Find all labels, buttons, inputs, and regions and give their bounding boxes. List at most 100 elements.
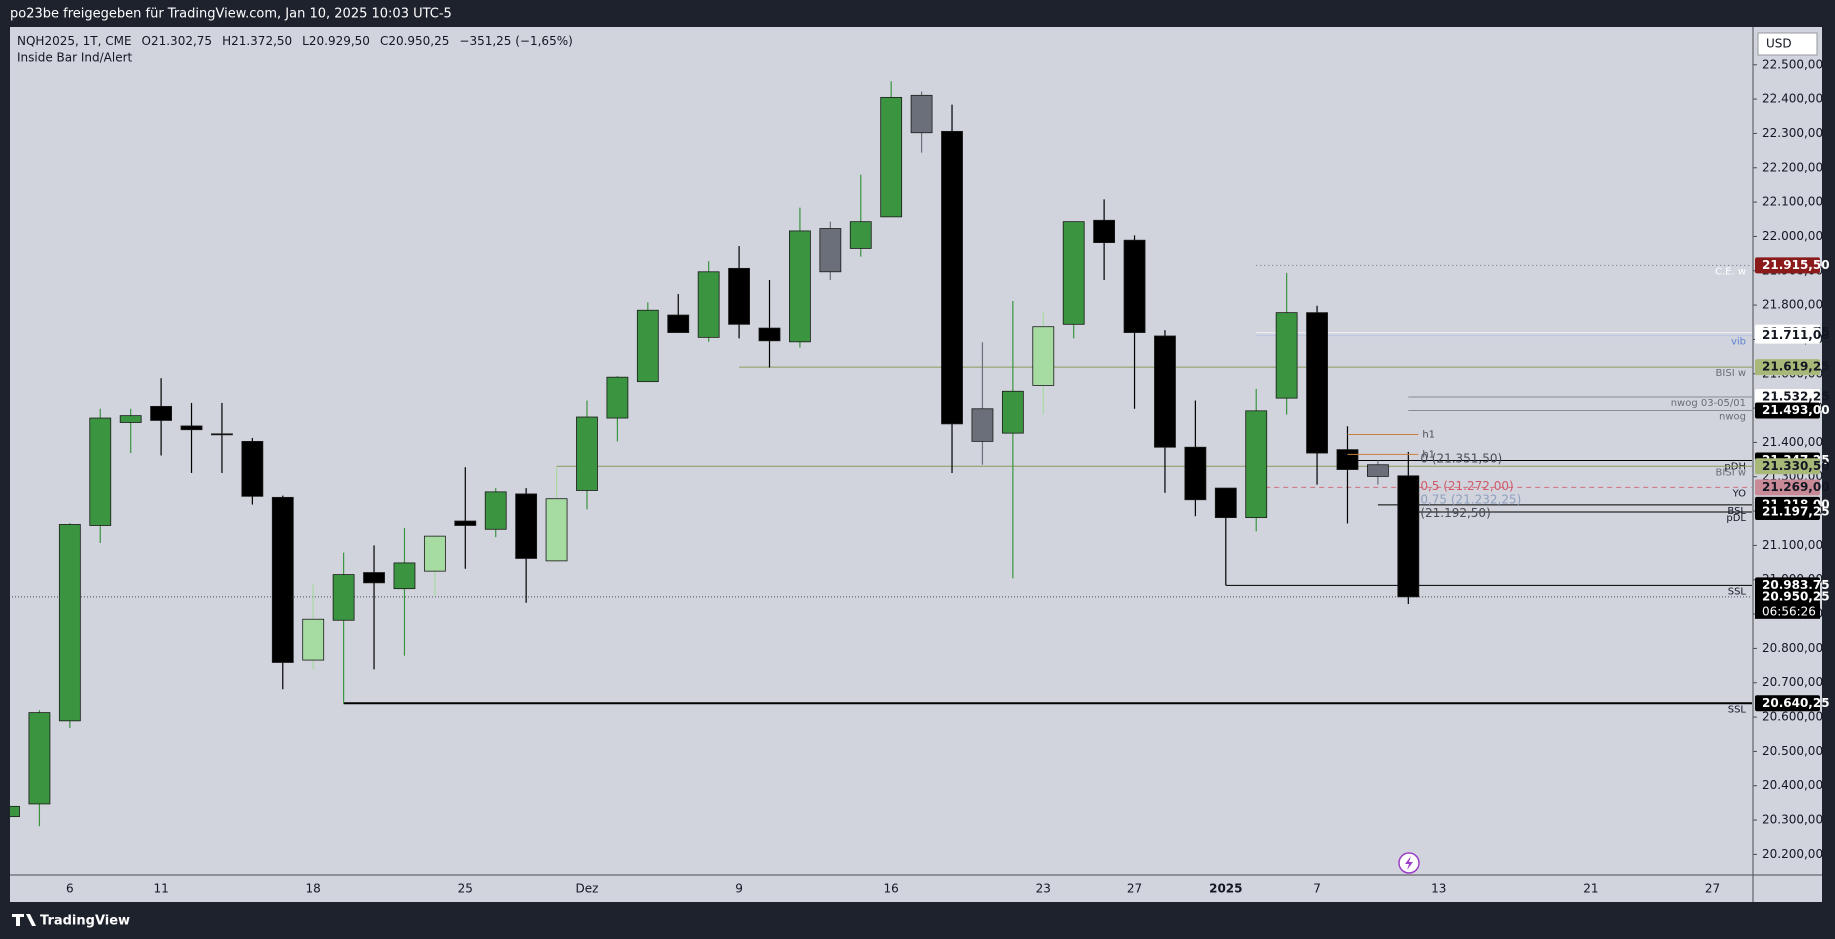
y-tick-label: 22.000,00 xyxy=(1762,229,1823,243)
candle-body xyxy=(667,314,690,333)
price-tag xyxy=(1755,402,1820,419)
x-tick-label: 25 xyxy=(458,882,473,896)
level-label: nwog xyxy=(1719,411,1746,422)
candle-body xyxy=(910,94,933,134)
candle-body xyxy=(180,425,203,431)
candle-body xyxy=(211,433,233,436)
price-tag-label: 20.640,25 xyxy=(1762,696,1830,710)
candle-body xyxy=(1367,464,1389,477)
candle-body xyxy=(10,805,20,818)
y-tick-label: 21.100,00 xyxy=(1762,538,1823,552)
x-tick-label: 13 xyxy=(1431,882,1446,896)
candle-body xyxy=(1154,335,1176,448)
candle-body xyxy=(363,572,385,584)
alert-bolt xyxy=(1405,856,1413,870)
level-label: BISI w xyxy=(1716,467,1746,478)
price-axis: 20.200,00 20.300,00 20.400,00 20.500,00 20.6… xyxy=(1753,57,1830,861)
countdown: 06:56:26 xyxy=(1762,604,1816,618)
price-tag-label: 21.269,00 xyxy=(1762,480,1830,494)
level-label: SSL xyxy=(1728,586,1747,597)
candle-body xyxy=(1001,390,1024,434)
candle-body xyxy=(332,574,355,621)
candle-body xyxy=(1275,312,1298,399)
y-tick-label: 22.100,00 xyxy=(1762,195,1823,209)
y-tick-label: 21.800,00 xyxy=(1762,298,1823,312)
price-tag xyxy=(1755,588,1820,605)
y-tick-label: 22.500,00 xyxy=(1762,57,1823,71)
candle-body xyxy=(302,618,325,661)
price-tag-label: 21.197,25 xyxy=(1762,505,1830,519)
price-tag xyxy=(1755,695,1820,712)
level-label: C.E. w xyxy=(1715,266,1746,277)
candle-body xyxy=(545,498,568,562)
close: C20.950,25 xyxy=(380,34,449,48)
x-tick-label: 27 xyxy=(1705,882,1720,896)
candle-body xyxy=(819,228,842,273)
candle-body xyxy=(606,376,629,419)
y-tick-label: 21.400,00 xyxy=(1762,435,1823,449)
level-label: pDL xyxy=(1726,513,1746,524)
caption: po23be freigegeben für TradingView.com, … xyxy=(10,7,452,22)
candle-body xyxy=(789,230,811,343)
y-tick-label: 22.300,00 xyxy=(1762,126,1823,140)
candle-body xyxy=(697,271,720,338)
fib-label: 0 (21.351,50) xyxy=(1420,452,1502,466)
price-tag-label: 21.532,25 xyxy=(1762,390,1830,404)
x-tick-label: 18 xyxy=(306,882,321,896)
candle-body xyxy=(271,496,294,663)
symbol: NQH2025, 1T, CME xyxy=(17,34,132,48)
candle-body xyxy=(880,96,903,218)
candle-body xyxy=(728,267,750,325)
candle-body xyxy=(515,493,538,559)
x-tick-label: 11 xyxy=(153,882,168,896)
price-tag xyxy=(1755,359,1820,376)
candle-body xyxy=(1032,326,1055,386)
candle-body xyxy=(1123,239,1146,333)
x-tick-label: 27 xyxy=(1127,882,1142,896)
candle-body xyxy=(758,327,781,342)
y-tick-label: 20.300,00 xyxy=(1762,813,1823,827)
y-tick-label: 20.500,00 xyxy=(1762,744,1823,758)
x-tick-label: 2025 xyxy=(1209,882,1242,896)
price-tag-label: 21.619,25 xyxy=(1762,360,1830,374)
h1-label: h1 xyxy=(1422,449,1435,460)
price-tag xyxy=(1755,257,1820,274)
price-tag-label: 21.493,00 xyxy=(1762,403,1830,417)
x-tick-label: 23 xyxy=(1036,882,1051,896)
brand: TradingView xyxy=(40,914,130,929)
candle-body xyxy=(849,221,872,249)
y-tick-label: 20.700,00 xyxy=(1762,675,1823,689)
open: O21.302,75 xyxy=(142,34,213,48)
legend: NQH2025, 1T, CME O21.302,75 H21.372,50 L20.… xyxy=(17,34,573,48)
price-tag xyxy=(1755,458,1820,475)
x-tick-label: 7 xyxy=(1313,882,1321,896)
candle-body xyxy=(1184,446,1207,501)
candle-body xyxy=(484,491,507,530)
level-label: BISI w xyxy=(1716,368,1746,379)
candle-body xyxy=(1214,487,1237,519)
change: −351,25 (−1,65%) xyxy=(459,34,572,48)
x-tick-label: Dez xyxy=(576,882,599,896)
candle-body xyxy=(971,408,994,442)
candle-body xyxy=(119,415,142,423)
high: H21.372,50 xyxy=(222,34,292,48)
candle-body xyxy=(636,309,659,383)
countdown-tag xyxy=(1755,603,1820,619)
price-tag-label: 21.711,00 xyxy=(1762,328,1830,342)
fib-label: 0,5 (21.272,00) xyxy=(1420,479,1513,493)
currency: USD xyxy=(1766,37,1792,51)
candle-body xyxy=(423,535,446,572)
currency-box[interactable] xyxy=(1757,32,1818,56)
candle-body xyxy=(454,520,477,526)
candle-body xyxy=(1336,449,1359,470)
price-tag xyxy=(1755,389,1820,406)
candle-body xyxy=(241,440,264,497)
price-tag-label: 20.983,75 xyxy=(1762,578,1830,592)
y-tick-label: 20.400,00 xyxy=(1762,778,1823,792)
level-label: pDH xyxy=(1724,462,1746,473)
fib-label: (21.192,50) xyxy=(1420,506,1490,520)
x-tick-label: 16 xyxy=(884,882,899,896)
candle-body xyxy=(1397,475,1420,598)
x-tick-label: 6 xyxy=(66,882,74,896)
